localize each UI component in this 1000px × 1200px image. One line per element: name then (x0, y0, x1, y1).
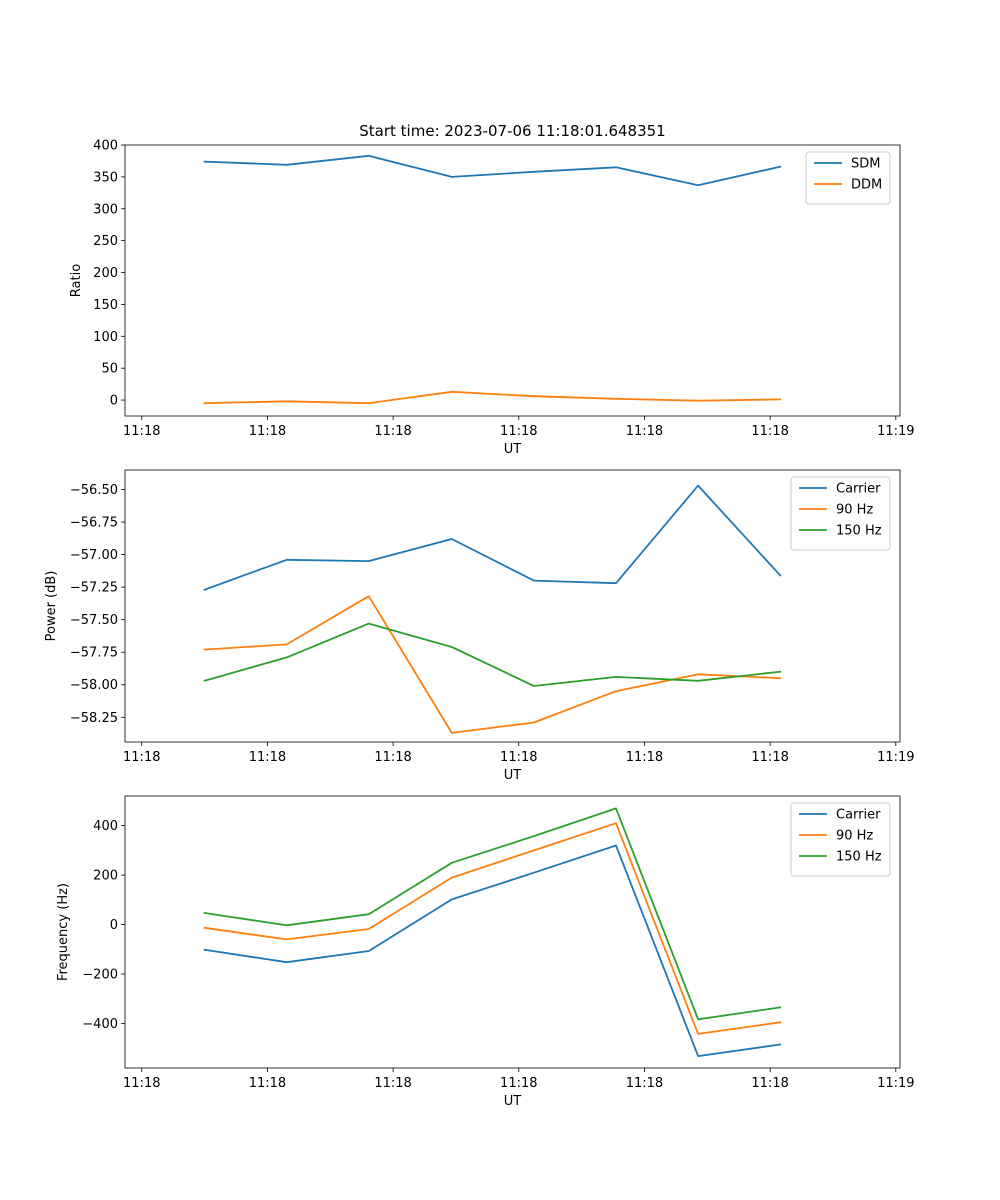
frequency-y-tick-label: −400 (82, 1017, 118, 1032)
ratio-y-tick-label: 200 (93, 266, 118, 281)
power-y-tick-label: −57.50 (70, 613, 118, 628)
ratio-y-tick-label: 0 (110, 394, 118, 409)
frequency-legend-label-90-hz: 90 Hz (836, 829, 873, 844)
power-y-axis-label: Power (dB) (44, 571, 59, 642)
power-y-tick-label: −56.75 (70, 516, 118, 531)
frequency-y-tick-label: 0 (110, 918, 118, 933)
power-x-axis-label: UT (504, 768, 522, 783)
frequency-legend-label-carrier: Carrier (836, 808, 881, 823)
frequency-x-tick-label: 11:18 (249, 1076, 286, 1091)
power-y-tick-label: −57.25 (70, 581, 118, 596)
frequency-x-axis-label: UT (504, 1094, 522, 1109)
power-legend-label-90-hz: 90 Hz (836, 503, 873, 518)
power-x-tick-label: 11:18 (751, 750, 788, 765)
power-axes-frame (124, 469, 901, 743)
power-series-90-hz-line (203, 595, 782, 734)
ratio-series-sdm-line (203, 154, 782, 187)
frequency-x-tick-label: 11:18 (500, 1076, 537, 1091)
power-x-tick-label: 11:18 (626, 750, 663, 765)
ratio-x-axis-label: UT (504, 442, 522, 457)
power-x-tick-label: 11:18 (123, 750, 160, 765)
frequency-x-tick-label: 11:19 (877, 1076, 914, 1091)
ratio-legend-box (805, 151, 891, 205)
power-series-150-hz-line (203, 622, 782, 687)
power-y-tick-label: −58.00 (70, 678, 118, 693)
ratio-x-tick-label: 11:18 (123, 424, 160, 439)
frequency-axes-frame (124, 795, 901, 1069)
power-y-tick-label: −56.50 (70, 483, 118, 498)
ratio-y-tick-label: 150 (93, 298, 118, 313)
power-legend-label-carrier: Carrier (836, 482, 881, 497)
power-legend-label-150-hz: 150 Hz (836, 524, 882, 539)
ratio-y-tick-label: 400 (93, 139, 118, 154)
power-legend-box (790, 476, 891, 551)
power-y-tick-label: −58.25 (70, 711, 118, 726)
frequency-x-tick-label: 11:18 (374, 1076, 411, 1091)
frequency-x-tick-label: 11:18 (123, 1076, 160, 1091)
power-x-tick-label: 11:19 (877, 750, 914, 765)
frequency-y-tick-label: 200 (93, 869, 118, 884)
panel-frequency: 11:18 11:18 11:18 11:18 11:18 11:18 11:19 −400 −… (56, 795, 915, 1109)
ratio-legend-label-sdm: SDM (851, 157, 880, 172)
frequency-y-axis-label: Frequency (Hz) (56, 883, 71, 981)
ratio-legend-label-ddm: DDM (851, 178, 882, 193)
ratio-y-axis-label: Ratio (69, 264, 84, 297)
frequency-legend-label-150-hz: 150 Hz (836, 850, 882, 865)
ratio-y-tick-label: 100 (93, 330, 118, 345)
ratio-y-tick-label: 300 (93, 202, 118, 217)
frequency-legend-box (790, 802, 891, 877)
power-x-tick-label: 11:18 (500, 750, 537, 765)
ratio-x-tick-label: 11:18 (626, 424, 663, 439)
power-y-tick-label: −57.00 (70, 548, 118, 563)
ratio-axes-frame (124, 144, 901, 417)
power-x-tick-label: 11:18 (374, 750, 411, 765)
ratio-y-tick-label: 350 (93, 170, 118, 185)
ratio-x-tick-label: 11:18 (751, 424, 788, 439)
ratio-x-tick-label: 11:18 (374, 424, 411, 439)
frequency-y-tick-label: −200 (82, 968, 118, 983)
panel-power: 11:18 11:18 11:18 11:18 11:18 11:18 11:19 −58.2… (44, 469, 915, 783)
ratio-x-tick-label: 11:19 (877, 424, 914, 439)
frequency-series-carrier-line (203, 844, 782, 1057)
frequency-x-tick-label: 11:18 (626, 1076, 663, 1091)
power-legend: Carrier 90 Hz 150 Hz (790, 476, 891, 551)
figure-title: Start time: 2023-07-06 11:18:01.648351 (359, 122, 665, 140)
frequency-series-150-hz-line (203, 807, 782, 1021)
ratio-y-tick-label: 250 (93, 234, 118, 249)
ratio-series-ddm-line (203, 390, 782, 405)
frequency-x-tick-label: 11:18 (751, 1076, 788, 1091)
panel-ratio: 11:18 11:18 11:18 11:18 11:18 11:18 11:19 0 50 10… (69, 139, 915, 458)
ratio-y-tick-label: 50 (101, 362, 118, 377)
ratio-x-tick-label: 11:18 (249, 424, 286, 439)
power-x-tick-label: 11:18 (249, 750, 286, 765)
power-series-carrier-line (203, 484, 782, 591)
power-y-tick-label: −57.75 (70, 646, 118, 661)
ratio-x-tick-label: 11:18 (500, 424, 537, 439)
frequency-legend: Carrier 90 Hz 150 Hz (790, 802, 891, 877)
ratio-legend: SDM DDM (805, 151, 891, 205)
frequency-series-90-hz-line (203, 822, 782, 1035)
frequency-y-tick-label: 400 (93, 819, 118, 834)
